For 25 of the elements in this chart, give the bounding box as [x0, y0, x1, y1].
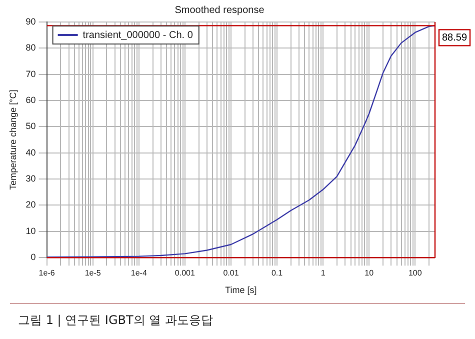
caption: 그림 1 | 연구된 IGBT의 열 과도응답 [18, 312, 213, 329]
x-axis-title: Time [s] [225, 285, 257, 296]
x-tick-label: 1e-5 [84, 268, 102, 278]
y-tick-label: 50 [26, 121, 36, 132]
y-tick-label: 90 [26, 16, 36, 26]
y-tick-label: 70 [26, 68, 36, 79]
y-tick-label: 30 [26, 174, 36, 184]
x-tick-label: 0.001 [174, 268, 196, 278]
y-tick-label: 40 [26, 147, 36, 158]
x-tick-label: 0.01 [223, 268, 240, 278]
y-tick-label: 20 [26, 200, 36, 210]
x-tick-label: 100 [408, 268, 422, 278]
y-tick-label: 0 [30, 252, 36, 262]
x-tick-label: 10 [364, 268, 374, 278]
x-tick-label: 1 [320, 268, 326, 278]
x-tick-label: 0.1 [271, 268, 284, 278]
x-tick-label: 1e-4 [130, 268, 148, 278]
ref-line-label: 88.59 [442, 32, 468, 44]
chart-title: Smoothed response [174, 4, 265, 16]
legend-label: transient_000000 - Ch. 0 [82, 30, 194, 41]
y-tick-label: 80 [26, 42, 36, 53]
y-tick-label: 10 [26, 226, 36, 236]
y-axis-title: Temperature change [°C] [8, 90, 18, 190]
x-tick-label: 1e-6 [38, 268, 56, 278]
y-tick-label: 60 [26, 95, 36, 106]
